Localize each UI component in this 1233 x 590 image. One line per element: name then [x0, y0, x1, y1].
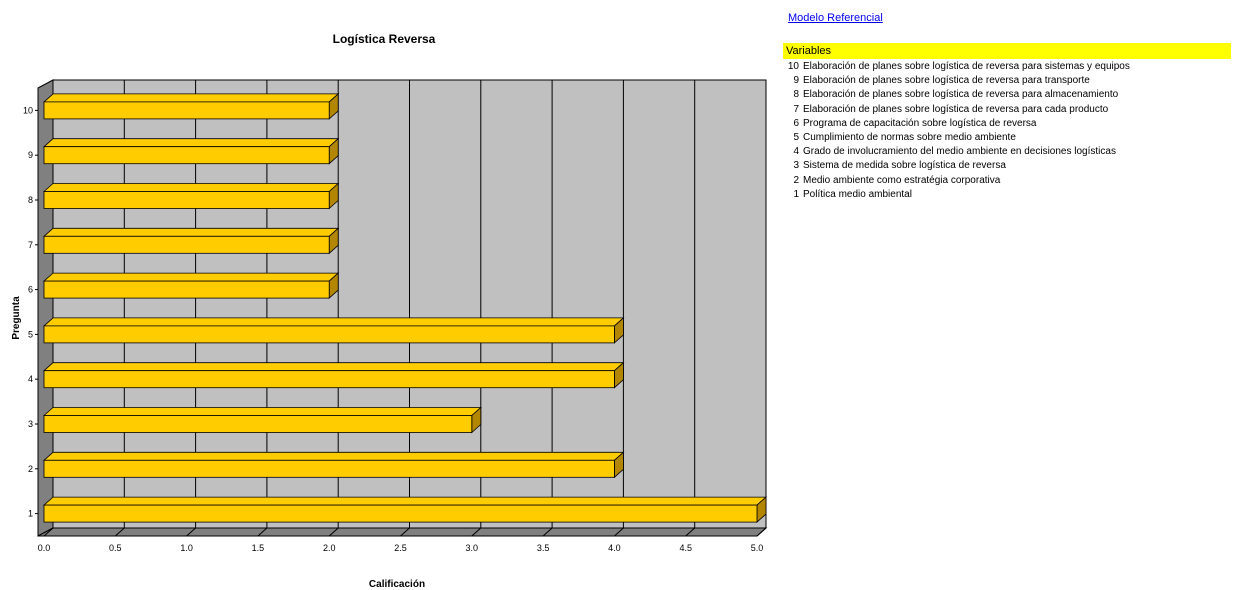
x-axis-title: Calificación: [369, 579, 425, 590]
bar: [43, 280, 330, 299]
variable-item: 1 Política medio ambiental: [783, 188, 1231, 202]
bar-top: [42, 183, 340, 192]
x-floor-gridline: [400, 527, 410, 537]
plot-area: 0.0 0.5 1.0 1.5 2.0 2.5 3.0 3.5 4.0 4.5 5.0 1 2 3 4 5 6 7…: [23, 79, 768, 553]
x-tick-label: 5.0: [751, 543, 764, 553]
bar: [43, 504, 758, 523]
bar-top: [42, 272, 340, 282]
variable-number: 7: [793, 103, 799, 115]
x-tick-label: 2.5: [394, 543, 407, 553]
variable-item: 7 Elaboración de planes sobre logística d…: [783, 103, 1231, 117]
bar: [43, 235, 330, 254]
y-tick-label: 8: [28, 195, 33, 205]
bar-top: [42, 362, 625, 372]
bar: [43, 370, 615, 389]
x-tick-label: 1.5: [252, 543, 265, 553]
bar: [43, 191, 330, 209]
x-floor-gridline: [756, 527, 767, 537]
x-floor-gridline: [471, 527, 482, 537]
variable-number: 8: [793, 89, 799, 101]
x-floor-gridline: [43, 527, 54, 537]
x-tick-label: 1.0: [180, 543, 193, 553]
y-tick-label: 1: [28, 509, 33, 519]
x-tick-label: 4.5: [679, 543, 692, 553]
x-tick-label: 4.0: [608, 543, 621, 553]
bar: [43, 459, 615, 478]
y-tick-label: 5: [28, 329, 33, 339]
y-tick-label: 10: [23, 105, 33, 115]
y-tick-label: 9: [28, 150, 33, 160]
x-tick-label: 0.5: [109, 543, 122, 553]
x-floor-gridline: [542, 527, 553, 537]
variables-list: 10 Elaboración de planes sobre logística …: [783, 60, 1231, 202]
variable-number: 10: [787, 61, 799, 72]
y-tick-label: 3: [28, 419, 33, 429]
y-tick-label: 4: [28, 374, 33, 384]
variable-number: 2: [793, 174, 799, 186]
variable-number: 5: [793, 131, 799, 143]
y-axis-title: Pregunta: [11, 296, 22, 340]
variable-number: 3: [793, 160, 799, 172]
variable-item: 6 Programa de capacitación sobre logístic…: [783, 117, 1231, 131]
y-tick-label: 2: [28, 464, 33, 474]
y-tick-label: 6: [28, 285, 33, 295]
bar: [43, 325, 615, 344]
variable-item: 5 Cumplimiento de normas sobre medio ambi…: [783, 131, 1231, 145]
x-floor-gridline: [114, 527, 125, 537]
modelo-referencial-link[interactable]: Modelo Referencial: [788, 12, 883, 24]
bar-top: [42, 451, 625, 461]
variable-item: 9 Elaboración de planes sobre logística d…: [783, 74, 1231, 88]
variable-item: 2 Medio ambiente como estratégia corporat…: [783, 174, 1231, 188]
variable-text: Política medio ambiental: [803, 188, 912, 200]
bar: [43, 146, 330, 165]
bar: [43, 101, 330, 120]
variable-number: 1: [793, 188, 799, 200]
bar-top: [42, 227, 340, 237]
bar-top: [42, 138, 340, 148]
bar-top: [42, 407, 482, 416]
bar-chart: Logística Reversa Calificación Pregunta …: [11, 32, 768, 590]
variable-item: 3 Sistema de medida sobre logística de re…: [783, 159, 1231, 173]
variable-text: Elaboración de planes sobre logística de…: [803, 103, 1109, 115]
x-floor-gridline: [614, 527, 624, 537]
variable-item: 10 Elaboración de planes sobre logística …: [783, 60, 1231, 74]
variable-item: 8 Elaboración de planes sobre logística d…: [783, 88, 1231, 102]
x-floor-gridline: [328, 527, 339, 537]
variable-text: Elaboración de planes sobre logística de…: [803, 75, 1090, 87]
variable-text: Cumplimiento de normas sobre medio ambie…: [803, 131, 1016, 143]
y-tick-label: 7: [28, 240, 33, 250]
x-floor-gridline: [685, 527, 696, 537]
variable-text: Sistema de medida sobre logística de rev…: [803, 160, 1006, 172]
variables-panel: Variables 10 Elaboración de planes sobre …: [783, 43, 1231, 202]
x-floor-gridline: [257, 527, 268, 537]
x-tick-label: 3.0: [466, 543, 479, 553]
bar-top: [42, 317, 625, 327]
variable-text: Programa de capacitación sobre logística…: [803, 117, 1037, 129]
variable-number: 9: [793, 75, 799, 87]
x-floor-gridline: [186, 527, 196, 537]
variable-text: Elaboración de planes sobre logística de…: [803, 89, 1119, 101]
variable-text: Grado de involucramiento del medio ambie…: [803, 146, 1116, 158]
bar: [43, 415, 473, 433]
bar-top: [42, 93, 340, 103]
bar-top: [42, 496, 768, 506]
variable-text: Elaboración de planes sobre logística de…: [803, 61, 1130, 72]
variable-item: 4 Grado de involucramiento del medio ambi…: [783, 145, 1231, 159]
x-tick-label: 2.0: [323, 543, 336, 553]
variable-number: 4: [793, 146, 799, 158]
x-tick-label: 0.0: [38, 543, 51, 553]
variable-number: 6: [793, 117, 799, 129]
x-tick-label: 3.5: [537, 543, 550, 553]
variables-header: Variables: [783, 43, 1231, 59]
variable-text: Medio ambiente como estratégia corporati…: [803, 174, 1001, 186]
chart-title: Logística Reversa: [333, 32, 436, 46]
